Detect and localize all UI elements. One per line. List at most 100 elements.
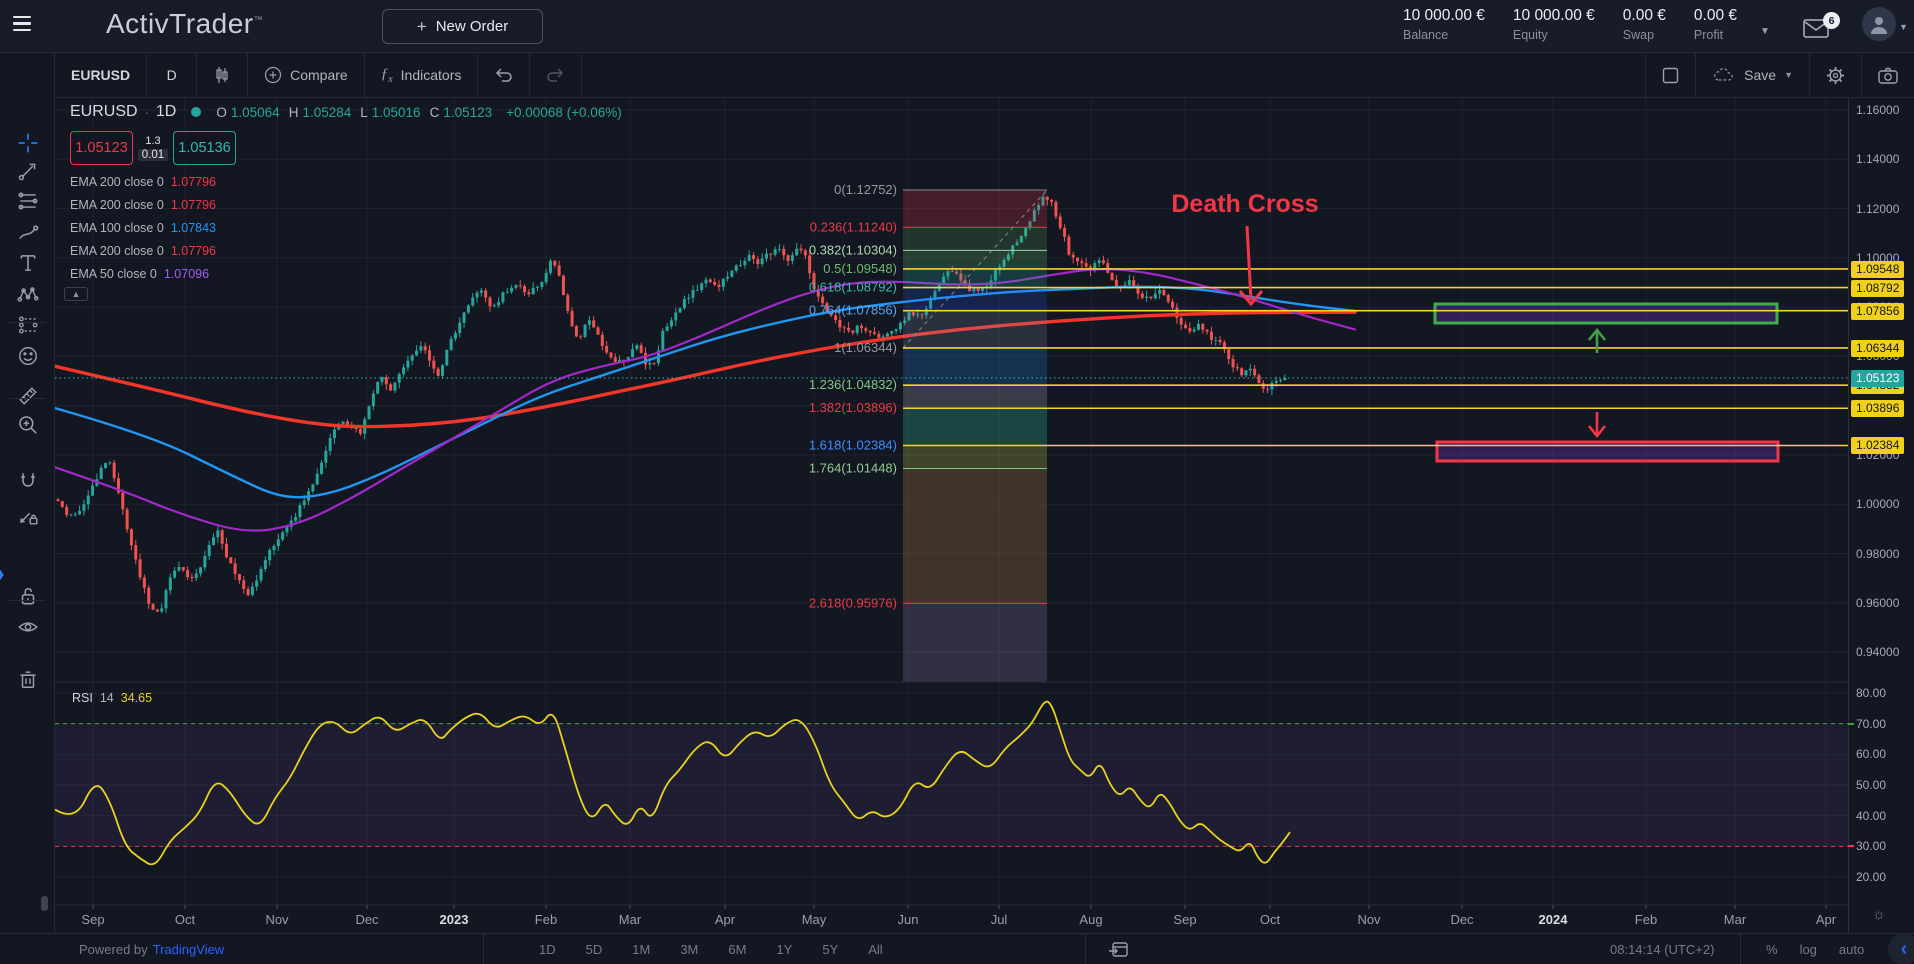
layout-button[interactable] bbox=[1645, 53, 1695, 97]
legend-symbol[interactable]: EURUSD bbox=[70, 103, 138, 120]
menu-icon[interactable] bbox=[13, 16, 33, 32]
text-tool-icon[interactable] bbox=[14, 249, 42, 277]
undo-button[interactable] bbox=[478, 53, 531, 97]
avatar-caret[interactable]: ▼ bbox=[1899, 22, 1908, 32]
axis-tick-label: 1.12000 bbox=[1856, 201, 1900, 216]
account-dropdown-caret[interactable]: ▼ bbox=[1760, 26, 1770, 37]
month-label: Jun bbox=[898, 912, 919, 927]
fib-retracement[interactable]: 0(1.12752) 0.236(1.11240) 0.382(1.10304) 0.… bbox=[809, 182, 1048, 682]
avatar[interactable] bbox=[1862, 7, 1896, 41]
remove-drawings-tool-icon[interactable] bbox=[14, 665, 42, 693]
zoom-in-tool-icon[interactable] bbox=[14, 411, 42, 439]
price-axis[interactable]: 1.160001.140001.120001.100001.080001.060… bbox=[1848, 98, 1914, 933]
axis-tick-label: 30.00 bbox=[1856, 839, 1887, 854]
chart-legend: EURUSD · 1D O 1.05064 H 1.05284 L 1.05016 C 1.0… bbox=[64, 103, 622, 301]
range-button-all[interactable]: All bbox=[868, 941, 883, 957]
current-price-label: 1.05123 bbox=[1851, 370, 1905, 387]
camera-icon bbox=[1878, 67, 1898, 84]
crosshair-tool-icon[interactable] bbox=[14, 129, 42, 157]
magnet-tool-icon[interactable] bbox=[14, 467, 42, 495]
settings-button[interactable] bbox=[1809, 53, 1861, 97]
trend-line-tool-icon[interactable] bbox=[14, 157, 42, 185]
clock[interactable]: 08:14:14 (UTC+2) bbox=[1610, 941, 1715, 957]
drawing-lock-tool-icon[interactable] bbox=[14, 501, 42, 529]
death-cross-label: Death Cross bbox=[1171, 190, 1318, 218]
ema-legend-row[interactable]: EMA 50 close 0 1.07096 bbox=[70, 267, 210, 281]
sidebar-divider bbox=[9, 322, 46, 323]
month-label: 2023 bbox=[440, 912, 469, 927]
collapse-indicators-button[interactable]: ▲ bbox=[64, 287, 88, 301]
range-button-5d[interactable]: 5D bbox=[585, 941, 603, 957]
plus-icon: + bbox=[416, 16, 427, 36]
gear-icon bbox=[1827, 66, 1844, 84]
price-level-label: 1.08792 bbox=[1851, 279, 1905, 297]
range-button-6m[interactable]: 6M bbox=[728, 941, 747, 957]
spread: 1.3 0.01 bbox=[133, 135, 173, 161]
sidebar-expand-chevron-icon[interactable]: › bbox=[0, 558, 5, 589]
range-button-3m[interactable]: 3M bbox=[680, 941, 699, 957]
price-level-label: 1.07856 bbox=[1851, 302, 1905, 320]
fib-label: 0.5(1.09548) bbox=[823, 261, 897, 276]
indicators-button[interactable]: ƒx Indicators bbox=[365, 53, 479, 97]
xabcd-pattern-tool-icon[interactable] bbox=[14, 281, 42, 309]
theme-sun-icon[interactable]: ☼ bbox=[1872, 906, 1886, 923]
collapse-panel-chevron-icon[interactable]: ‹ bbox=[1888, 933, 1914, 964]
month-label: Mar bbox=[1724, 912, 1747, 927]
axis-tick-label: 20.00 bbox=[1856, 870, 1887, 884]
symbol-button[interactable]: EURUSD bbox=[55, 53, 148, 97]
goto-date-icon bbox=[1109, 942, 1128, 957]
up-arrow[interactable] bbox=[1587, 327, 1607, 353]
compare-button[interactable]: Compare bbox=[248, 53, 365, 97]
new-order-button[interactable]: + New Order bbox=[382, 9, 543, 44]
sidebar-divider bbox=[9, 600, 46, 601]
axis-tick-label: 1.16000 bbox=[1856, 103, 1900, 117]
screenshot-button[interactable] bbox=[1861, 53, 1914, 97]
pane-resize-handle[interactable] bbox=[41, 896, 48, 911]
axis-tick-label: 1.00000 bbox=[1856, 497, 1900, 512]
compare-icon bbox=[265, 66, 282, 84]
interval-button[interactable]: D bbox=[147, 53, 198, 97]
range-button-5y[interactable]: 5Y bbox=[822, 941, 839, 957]
mail-button[interactable]: 6 bbox=[1803, 12, 1840, 45]
account-label: Equity bbox=[1512, 28, 1548, 42]
account-metric: 0.00 € Swap bbox=[1623, 7, 1666, 42]
brush-tool-icon[interactable] bbox=[14, 219, 42, 247]
range-button-1y[interactable]: 1Y bbox=[776, 941, 793, 957]
month-label: Apr bbox=[715, 912, 736, 927]
save-button[interactable]: Save ▼ bbox=[1695, 53, 1809, 97]
range-button-1m[interactable]: 1M bbox=[632, 941, 651, 957]
sell-price-button[interactable]: 1.05123 bbox=[70, 131, 133, 165]
time-axis[interactable]: Sep Oct Nov Dec 2023 Feb Mar Apr May Jun Jul Aug Sep… bbox=[81, 905, 1837, 927]
ruler-tool-icon[interactable] bbox=[14, 382, 42, 410]
ohlc-key: C bbox=[429, 104, 440, 120]
auto-scale-button[interactable]: auto bbox=[1838, 941, 1865, 957]
fib-retracement-tool-icon[interactable] bbox=[14, 187, 42, 215]
price-level-label: 1.09548 bbox=[1851, 260, 1905, 278]
emoji-tool-icon[interactable] bbox=[14, 342, 42, 370]
log-scale-button[interactable]: log bbox=[1799, 941, 1817, 957]
ema-legend-row[interactable]: EMA 100 close 0 1.07843 bbox=[70, 221, 216, 235]
ema-legend-row[interactable]: EMA 200 close 0 1.07796 bbox=[70, 198, 216, 212]
range-button-1d[interactable]: 1D bbox=[539, 941, 556, 957]
month-label: Dec bbox=[1450, 912, 1474, 927]
fib-label: 1.618(1.02384) bbox=[809, 437, 897, 452]
hide-drawings-tool-icon[interactable] bbox=[14, 613, 42, 641]
ema-legend-row[interactable]: EMA 200 close 0 1.07796 bbox=[70, 244, 216, 258]
axis-tick-label: 50.00 bbox=[1856, 778, 1887, 792]
annotation-zones[interactable] bbox=[1433, 302, 1780, 463]
save-caret-icon: ▼ bbox=[1784, 70, 1793, 80]
down-arrow[interactable] bbox=[1587, 412, 1607, 439]
chart-type-button[interactable] bbox=[197, 53, 249, 97]
lock-tool-icon[interactable] bbox=[14, 582, 42, 610]
redo-button[interactable] bbox=[530, 53, 583, 97]
forecast-tool-icon[interactable] bbox=[14, 311, 42, 339]
chart-canvas[interactable]: 0(1.12752) 0.236(1.11240) 0.382(1.10304) 0.… bbox=[55, 98, 1848, 933]
goto-date-button[interactable] bbox=[1108, 934, 1128, 964]
percent-scale-button[interactable]: % bbox=[1766, 941, 1778, 957]
undo-icon bbox=[496, 68, 513, 82]
tradingview-link[interactable]: TradingView bbox=[152, 941, 225, 957]
death-cross-annotation[interactable]: Death Cross bbox=[1171, 190, 1319, 307]
ema-legend-row[interactable]: EMA 200 close 0 1.07796 bbox=[70, 175, 216, 189]
buy-price-button[interactable]: 1.05136 bbox=[173, 131, 236, 165]
resistance-zone bbox=[1433, 302, 1779, 325]
